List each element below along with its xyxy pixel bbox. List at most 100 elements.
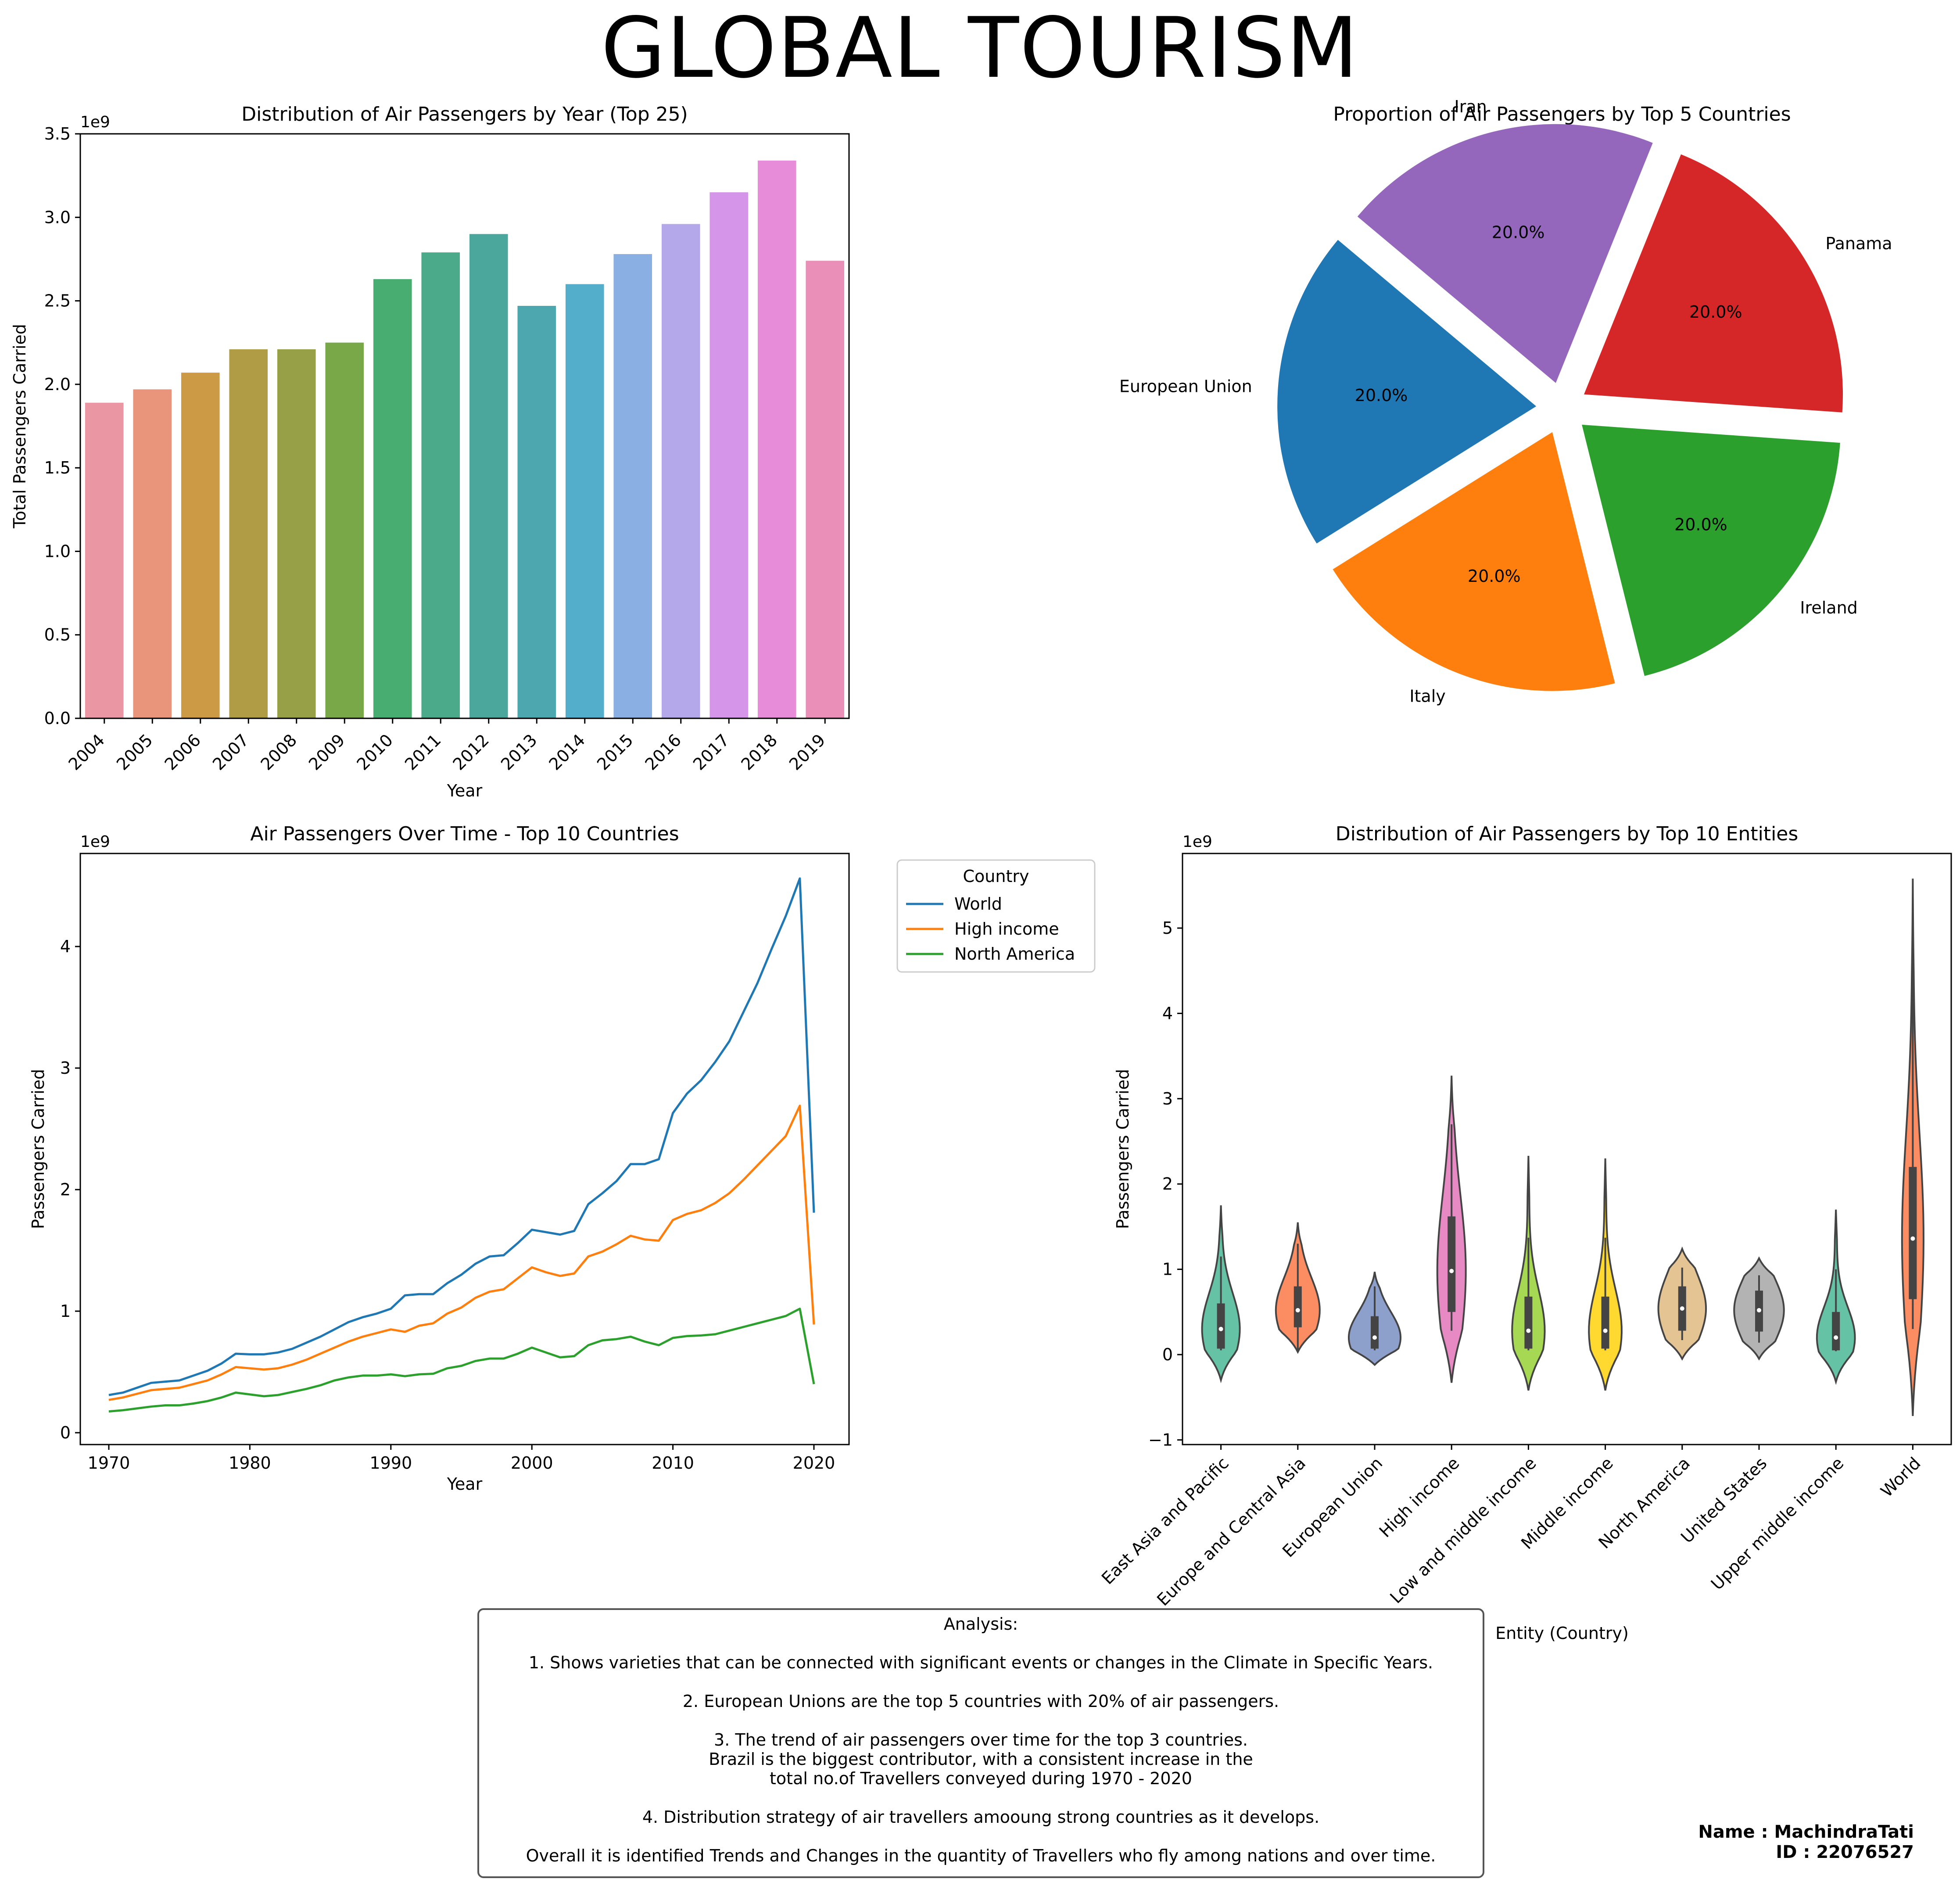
pie-slice-iran bbox=[1357, 124, 1653, 383]
violin-ytick-label: 5 bbox=[1162, 918, 1173, 938]
violin-median-dot bbox=[1680, 1306, 1684, 1311]
bar-xtick-label: 2006 bbox=[161, 730, 205, 774]
bar-xtick-label: 2013 bbox=[497, 730, 541, 774]
bar-2012 bbox=[469, 234, 508, 719]
violin-median-dot bbox=[1526, 1328, 1531, 1333]
bar-2010 bbox=[373, 279, 412, 718]
violin-ytick-label: 4 bbox=[1162, 1004, 1173, 1023]
violin-xtick-label: Upper middle income bbox=[1707, 1453, 1848, 1594]
violin-iqr-box bbox=[1909, 1167, 1917, 1299]
violin-ytick-label: 2 bbox=[1162, 1174, 1173, 1194]
analysis-item-5: Overall it is identified Trends and Chan… bbox=[526, 1846, 1436, 1865]
pie-chart-title: Proportion of Air Passengers by Top 5 Co… bbox=[1333, 103, 1791, 125]
line-series-north-america bbox=[108, 1307, 815, 1413]
pie-slice-panama bbox=[1584, 154, 1843, 412]
violin-iqr-box bbox=[1217, 1303, 1225, 1349]
bar-2005 bbox=[133, 389, 172, 718]
violin-xtick-label: Low and middle income bbox=[1386, 1453, 1540, 1607]
line-ytick-label: 3 bbox=[60, 1058, 71, 1078]
bar-offset-text: 1e9 bbox=[80, 113, 110, 131]
bar-xtick-label: 2012 bbox=[449, 730, 493, 774]
violin-iqr-box bbox=[1524, 1296, 1533, 1349]
violin-median-dot bbox=[1757, 1308, 1761, 1312]
analysis-box: Analysis: 1. Shows varieties that can be… bbox=[477, 1608, 1484, 1878]
violin-median-dot bbox=[1834, 1335, 1838, 1340]
bar-xtick-label: 2016 bbox=[641, 730, 685, 774]
line-xtick-label: 2010 bbox=[652, 1453, 694, 1473]
line-xtick-label: 1970 bbox=[88, 1453, 130, 1473]
line-legend-title: Country bbox=[963, 867, 1029, 886]
analysis-item-3b: Brazil is the biggest contributor, with … bbox=[709, 1750, 1253, 1769]
page-title: GLOBAL TOURISM bbox=[601, 0, 1359, 97]
author-id: ID : 22076527 bbox=[1776, 1842, 1914, 1862]
violin-median-dot bbox=[1603, 1328, 1608, 1333]
violin-ytick-label: 3 bbox=[1162, 1089, 1173, 1108]
bar-2015 bbox=[613, 254, 652, 718]
line-xtick-label: 1980 bbox=[229, 1453, 271, 1473]
pie-pct-label: 20.0% bbox=[1355, 386, 1408, 405]
violin-median-dot bbox=[1910, 1236, 1915, 1241]
bar-ylabel: Total Passengers Carried bbox=[10, 324, 29, 529]
analysis-item-3c: total no.of Travellers conveyed during 1… bbox=[770, 1769, 1192, 1788]
bar-axes-frame bbox=[79, 133, 850, 719]
violin-chart-title: Distribution of Air Passengers by Top 10… bbox=[1336, 823, 1799, 845]
line-axes-frame bbox=[79, 853, 850, 1445]
bar-2011 bbox=[421, 252, 460, 718]
pie-pct-label: 20.0% bbox=[1468, 567, 1521, 586]
violin-axes-frame bbox=[1182, 853, 1952, 1445]
bar-2008 bbox=[277, 349, 316, 718]
bar-2016 bbox=[661, 224, 700, 719]
author-name: Name : MachindraTati bbox=[1698, 1822, 1914, 1842]
line-xtick-label: 2000 bbox=[511, 1453, 553, 1473]
violin-iqr-box bbox=[1448, 1216, 1456, 1312]
line-series-world bbox=[108, 877, 815, 1396]
violin-iqr-box bbox=[1601, 1296, 1609, 1349]
bar-2007 bbox=[229, 349, 268, 718]
bar-xtick-label: 2007 bbox=[209, 730, 253, 774]
violin-ytick-label: −1 bbox=[1148, 1430, 1173, 1449]
bar-ytick-label: 2.0 bbox=[44, 375, 71, 394]
violin-ylabel: Passengers Carried bbox=[1113, 1069, 1132, 1229]
line-ytick-label: 4 bbox=[60, 937, 71, 956]
bar-xtick-label: 2014 bbox=[545, 730, 589, 774]
line-legend-label: High income bbox=[954, 919, 1059, 939]
analysis-item-3: 3. The trend of air passengers over time… bbox=[714, 1730, 1248, 1750]
author-block: Name : MachindraTati ID : 22076527 bbox=[1698, 1822, 1914, 1862]
bar-xtick-label: 2010 bbox=[353, 730, 397, 774]
violin-xlabel: Entity (Country) bbox=[1495, 1624, 1629, 1643]
line-ylabel: Passengers Carried bbox=[29, 1069, 48, 1229]
pie-pct-label: 20.0% bbox=[1689, 302, 1742, 322]
line-xtick-label: 2020 bbox=[793, 1453, 835, 1473]
line-ytick-label: 1 bbox=[60, 1302, 71, 1321]
line-legend-label: North America bbox=[954, 944, 1075, 964]
bar-2006 bbox=[181, 373, 220, 718]
pie-label: European Union bbox=[1119, 377, 1252, 396]
violin-iqr-box bbox=[1294, 1286, 1302, 1327]
bar-xtick-label: 2019 bbox=[785, 730, 829, 774]
bar-xlabel: Year bbox=[447, 781, 483, 800]
bar-2018 bbox=[757, 160, 796, 719]
pie-slice-italy bbox=[1333, 432, 1615, 691]
violin-median-dot bbox=[1218, 1327, 1223, 1331]
bar-ytick-label: 0.0 bbox=[44, 709, 71, 728]
bar-xtick-label: 2005 bbox=[113, 730, 157, 774]
line-legend-box bbox=[896, 859, 1096, 973]
violin-xtick-label: Europe and Central Asia bbox=[1153, 1453, 1309, 1610]
pie-pct-label: 20.0% bbox=[1492, 222, 1545, 242]
bar-xtick-label: 2008 bbox=[257, 730, 301, 774]
bar-ytick-label: 0.5 bbox=[44, 625, 71, 645]
pie-slice-ireland bbox=[1582, 424, 1840, 676]
bar-2004 bbox=[85, 402, 124, 718]
bar-2017 bbox=[709, 192, 749, 719]
bar-xtick-label: 2009 bbox=[305, 730, 349, 774]
violin-median-dot bbox=[1295, 1308, 1300, 1312]
bar-ytick-label: 3.0 bbox=[44, 208, 71, 227]
line-series-high-income bbox=[108, 1104, 815, 1401]
bar-ytick-label: 2.5 bbox=[44, 291, 71, 311]
pie-label: Panama bbox=[1825, 234, 1892, 253]
violin-iqr-box bbox=[1371, 1316, 1379, 1349]
violin-xtick-label: World bbox=[1877, 1453, 1924, 1501]
violin-median-dot bbox=[1449, 1269, 1454, 1273]
pie-label: Iran bbox=[1455, 97, 1487, 116]
